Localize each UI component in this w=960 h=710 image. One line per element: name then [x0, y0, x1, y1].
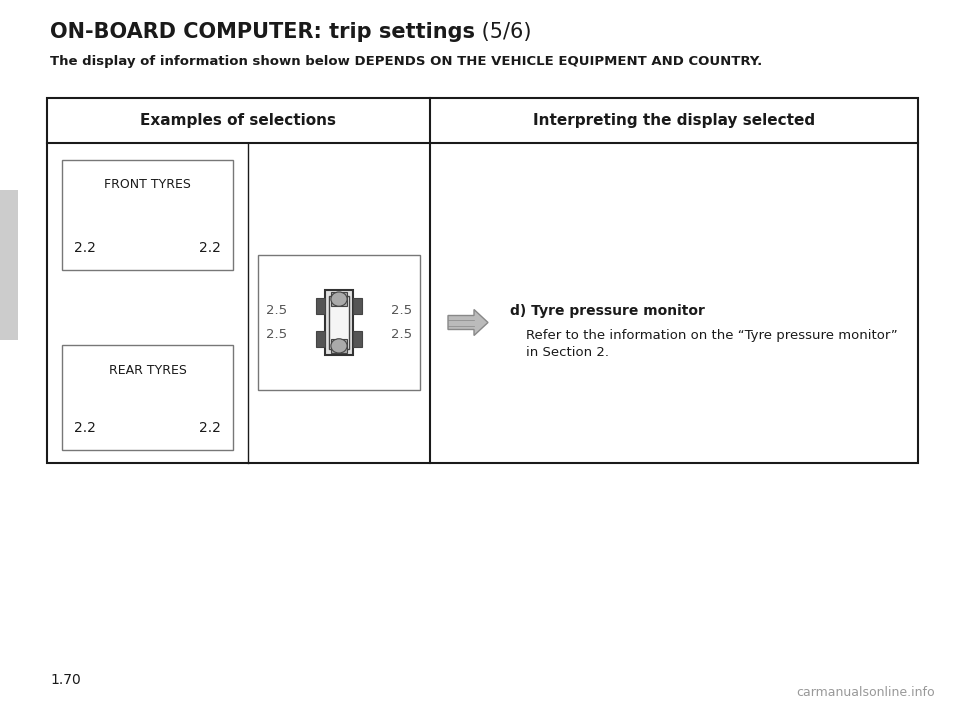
Bar: [62, 345, 233, 450]
Ellipse shape: [331, 292, 348, 306]
Ellipse shape: [331, 339, 348, 353]
Bar: [316, 331, 325, 346]
Text: carmanualsonline.info: carmanualsonline.info: [797, 685, 935, 699]
Bar: [0, 190, 18, 340]
Text: 2.2: 2.2: [199, 421, 221, 435]
Bar: [353, 298, 362, 315]
Text: REAR TYRES: REAR TYRES: [108, 364, 186, 376]
Text: 2.5: 2.5: [266, 328, 287, 341]
Text: FRONT TYRES: FRONT TYRES: [104, 178, 191, 192]
Text: ON-BOARD COMPUTER: trip settings: ON-BOARD COMPUTER: trip settings: [50, 22, 475, 42]
Text: 2.2: 2.2: [199, 241, 221, 255]
Bar: [331, 339, 348, 353]
Bar: [62, 160, 233, 270]
Bar: [331, 292, 348, 306]
Text: d) Tyre pressure monitor: d) Tyre pressure monitor: [510, 305, 705, 319]
Text: Refer to the information on the “Tyre pressure monitor”: Refer to the information on the “Tyre pr…: [526, 329, 898, 342]
Text: The display of information shown below DEPENDS ON THE VEHICLE EQUIPMENT AND COUN: The display of information shown below D…: [50, 55, 762, 68]
Bar: [316, 298, 325, 315]
Text: 2.5: 2.5: [391, 328, 412, 341]
Text: 2.5: 2.5: [266, 304, 287, 317]
Bar: [325, 290, 353, 355]
Text: 1.70: 1.70: [50, 673, 81, 687]
Text: Examples of selections: Examples of selections: [140, 113, 337, 128]
Text: 2.5: 2.5: [391, 304, 412, 317]
Text: in Section 2.: in Section 2.: [526, 346, 609, 359]
Bar: [329, 296, 349, 349]
Polygon shape: [448, 310, 488, 336]
Text: Interpreting the display selected: Interpreting the display selected: [533, 113, 815, 128]
Bar: [258, 255, 420, 390]
Text: (5/6): (5/6): [475, 22, 532, 42]
Text: 2.2: 2.2: [74, 241, 96, 255]
Bar: [353, 331, 362, 346]
Text: 2.2: 2.2: [74, 421, 96, 435]
Bar: [47, 98, 918, 463]
